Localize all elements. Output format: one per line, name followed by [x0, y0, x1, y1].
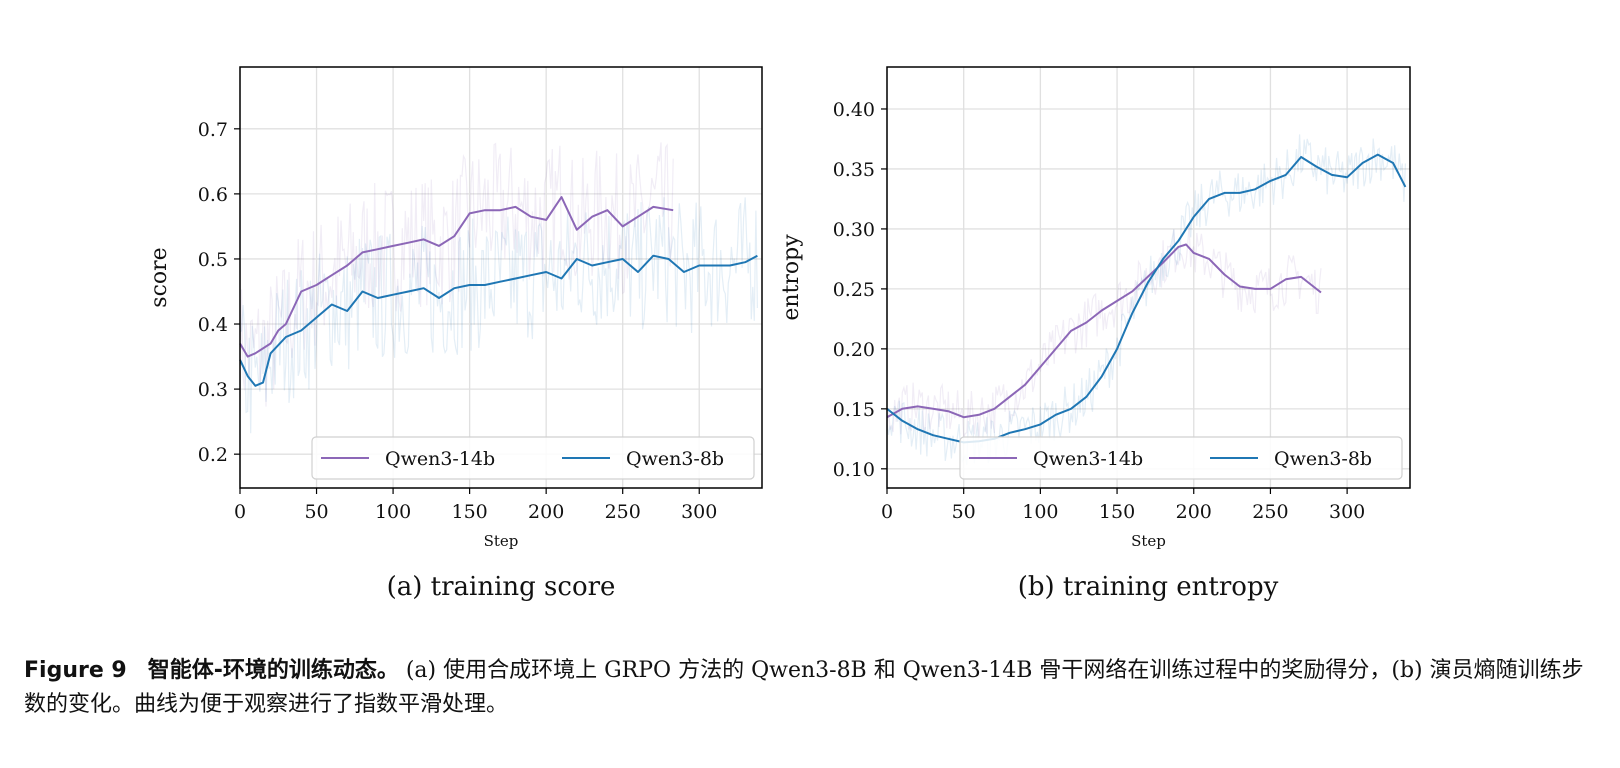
- x-tick-label: 50: [952, 501, 976, 523]
- y-tick-label: 0.20: [833, 339, 875, 361]
- x-tick-label: 200: [1176, 501, 1212, 523]
- x-tick-label: 100: [1022, 501, 1058, 523]
- series-line-Qwen3-14b: [886, 243, 1322, 419]
- y-tick-label: 0.30: [833, 219, 875, 241]
- legend-label: Qwen3-14b: [1033, 448, 1143, 470]
- legend: Qwen3-14b Qwen3-8b: [959, 436, 1403, 480]
- caption-text: (a) 使用合成环境上 GRPO 方法的 Qwen3-8B 和 Qwen3-14…: [24, 658, 1584, 717]
- y-tick-label: 0.25: [833, 279, 875, 301]
- y-axis-label: entropy: [779, 234, 804, 321]
- series-line-Qwen3-8b: [239, 254, 758, 387]
- caption-label: Figure 9: [24, 658, 127, 683]
- legend-label: Qwen3-8b: [626, 448, 724, 470]
- x-tick-label: 50: [304, 501, 328, 523]
- y-tick-label: 0.3: [198, 379, 228, 401]
- x-axis-label: Step: [1131, 532, 1166, 550]
- legend-label: Qwen3-8b: [1274, 448, 1372, 470]
- figure-caption: Figure 9 智能体-环境的训练动态。 (a) 使用合成环境上 GRPO 方…: [24, 654, 1584, 722]
- y-tick-label: 0.35: [833, 159, 875, 181]
- y-tick-label: 0.4: [198, 314, 228, 336]
- y-tick-label: 0.15: [833, 399, 875, 421]
- x-tick-label: 300: [1329, 501, 1365, 523]
- chart-entropy: 0 50 100 150 200 250 300 0.10 0.15 0.20 0.25 0.30 0.…: [779, 66, 1411, 550]
- x-tick-label: 200: [528, 501, 564, 523]
- x-tick-label: 0: [234, 501, 246, 523]
- y-tick-label: 0.2: [198, 444, 228, 466]
- x-axis-label: Step: [484, 532, 519, 550]
- chart-score: 0 50 100 150 200 250 300 0.2 0.3 0.4 0.5 0.6 0.7 Step…: [147, 66, 763, 550]
- raw-trace-Qwen3-14b: [886, 224, 1322, 440]
- legend-box: [959, 436, 1403, 480]
- subcaption-b: (b) training entropy: [1017, 572, 1279, 602]
- figure-canvas: 0 50 100 150 200 250 300 0.2 0.3 0.4 0.5 0.6 0.7 Step…: [147, 66, 1411, 550]
- y-tick-label: 0.6: [198, 184, 228, 206]
- y-tick-label: 0.7: [198, 119, 228, 141]
- y-tick-label: 0.10: [833, 459, 875, 481]
- raw-trace-Qwen3-8b: [239, 197, 758, 434]
- x-tick-label: 250: [605, 501, 641, 523]
- series-line-Qwen3-14b: [239, 196, 674, 358]
- x-tick-label: 0: [881, 501, 893, 523]
- subcaption-a: (a) training score: [386, 572, 616, 602]
- axes-frame: [239, 66, 763, 489]
- x-tick-label: 300: [681, 501, 717, 523]
- x-tick-label: 150: [451, 501, 487, 523]
- raw-trace-Qwen3-14b: [239, 142, 674, 411]
- raw-trace-Qwen3-8b: [886, 134, 1406, 466]
- y-tick-label: 0.40: [833, 99, 875, 121]
- legend: Qwen3-14b Qwen3-8b: [311, 436, 755, 480]
- x-tick-label: 100: [375, 501, 411, 523]
- caption-title: 智能体-环境的训练动态。: [147, 658, 399, 683]
- y-axis-label: score: [147, 247, 172, 307]
- y-tick-label: 0.5: [198, 249, 228, 271]
- axes-frame: [886, 66, 1411, 489]
- legend-box: [311, 436, 755, 480]
- x-tick-label: 250: [1252, 501, 1288, 523]
- x-tick-label: 150: [1099, 501, 1135, 523]
- legend-label: Qwen3-14b: [385, 448, 495, 470]
